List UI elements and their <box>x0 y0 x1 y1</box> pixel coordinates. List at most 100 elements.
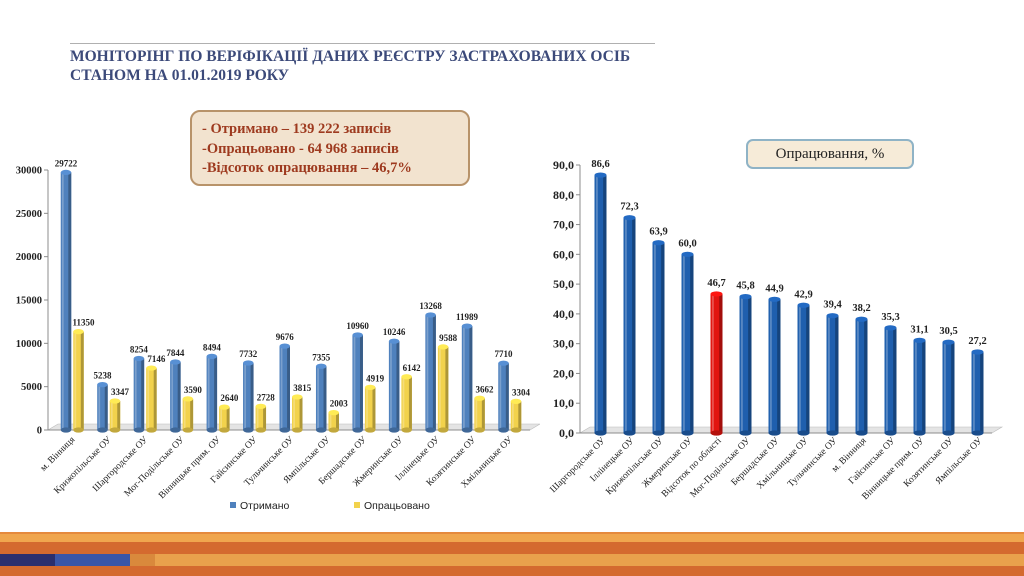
received-value-label: 10960 <box>346 321 369 331</box>
percent-bar <box>739 294 752 436</box>
received-bar <box>97 382 108 433</box>
summary-processed: -Опрацьовано - 64 968 записів <box>202 140 399 157</box>
right-category-label: Козятинське ОУ <box>902 436 956 490</box>
percent-bar <box>855 316 868 436</box>
footer-band-light <box>0 532 1024 542</box>
processed-bar <box>292 394 303 433</box>
received-bar <box>170 359 181 433</box>
right-chart-floor <box>578 426 1004 434</box>
percent-value-label: 30,5 <box>939 326 957 337</box>
percent-value-label: 63,9 <box>649 227 667 238</box>
left-ytick-label: 25000 <box>16 209 42 220</box>
left-ytick-label: 5000 <box>21 382 42 393</box>
received-bar <box>461 323 473 433</box>
footer-band-stripe <box>0 554 1024 566</box>
legend-processed-swatch <box>354 502 360 508</box>
right-ytick-label: 10,0 <box>553 396 574 410</box>
processed-value-label: 2728 <box>257 392 276 402</box>
percent-bar <box>652 240 665 436</box>
processed-value-label: 2003 <box>330 399 349 409</box>
title-rule <box>70 43 655 44</box>
processed-value-label: 3347 <box>111 387 130 397</box>
received-value-label: 13268 <box>419 301 442 311</box>
processed-value-label: 2640 <box>220 393 239 403</box>
processed-bar <box>182 396 194 433</box>
received-bar <box>206 353 218 433</box>
processed-bar <box>401 374 412 433</box>
left-ytick-label: 0 <box>37 426 42 437</box>
processed-value-label: 4919 <box>366 373 385 383</box>
percent-bar <box>681 251 694 436</box>
page-title: МОНІТОРІНГ ПО ВЕРІФІКАЦІЇ ДАНИХ РЕЄСТРУ … <box>70 47 770 85</box>
processed-value-label: 3590 <box>184 385 203 395</box>
processing-percent-bar-chart: 0,0 10,0 20,0 30,0 40,0 50,0 60,0 70,0 80,0 90,0 8… <box>549 158 1004 502</box>
right-ytick-label: 0,0 <box>559 426 574 440</box>
received-value-label: 8254 <box>130 344 149 354</box>
percent-bar <box>884 325 897 436</box>
processed-value-label: 3662 <box>476 384 495 394</box>
received-bar <box>352 332 363 433</box>
received-bar <box>425 312 436 433</box>
left-ytick-label: 30000 <box>16 166 42 177</box>
left-ytick-label: 10000 <box>16 339 42 350</box>
percent-value-label: 42,9 <box>794 289 812 300</box>
processed-bar <box>328 410 339 433</box>
processed-bar <box>146 365 157 433</box>
received-bar <box>315 363 327 433</box>
received-bar <box>243 360 254 433</box>
processed-bar <box>109 398 121 433</box>
title-line-1: МОНІТОРІНГ ПО ВЕРІФІКАЦІЇ ДАНИХ РЕЄСТРУ … <box>70 48 631 65</box>
right-category-label: Тульчинське ОУ <box>786 436 840 490</box>
legend-received-label: Отримано <box>240 500 290 512</box>
received-value-label: 10246 <box>383 327 406 337</box>
received-value-label: 7732 <box>239 349 258 359</box>
right-ytick-label: 40,0 <box>553 307 574 321</box>
processed-value-label: 3304 <box>512 387 531 397</box>
right-ytick-label: 30,0 <box>553 337 574 351</box>
right-ytick-label: 60,0 <box>553 247 574 261</box>
percent-bar <box>826 313 839 436</box>
left-category-label: м. Вінниця <box>39 435 78 474</box>
processed-bar <box>364 384 376 433</box>
percent-bar <box>913 337 926 436</box>
received-value-label: 5238 <box>93 371 112 381</box>
percent-bar <box>623 215 636 436</box>
percent-bar <box>594 172 607 436</box>
legend-processed-label: Опрацьовано <box>364 500 430 512</box>
received-value-label: 11989 <box>456 312 479 322</box>
region-average-bar <box>710 291 723 436</box>
received-processed-bar-chart: 0 5000 10000 15000 20000 25000 30000 29722 11350… <box>16 158 540 512</box>
percent-value-label: 39,4 <box>823 300 842 311</box>
received-value-label: 7710 <box>495 349 514 359</box>
processing-percent-label: Опрацювання, % <box>746 139 914 169</box>
legend-received-swatch <box>230 502 236 508</box>
processed-bar <box>219 404 230 433</box>
received-bar <box>60 169 72 433</box>
summary-percent: -Відсоток опрацювання – 46,7% <box>202 160 412 176</box>
right-ytick-label: 90,0 <box>553 158 574 172</box>
processed-bar <box>510 398 522 433</box>
right-ytick-label: 70,0 <box>553 218 574 232</box>
processed-bar <box>474 395 485 433</box>
percent-value-label: 45,8 <box>736 281 754 292</box>
processed-value-label: 6142 <box>403 363 422 373</box>
processed-value-label: 9588 <box>439 333 458 343</box>
received-value-label: 29722 <box>55 158 78 168</box>
footer-orange-block <box>130 554 155 566</box>
left-ytick-label: 15000 <box>16 296 42 307</box>
percent-bar <box>797 302 810 436</box>
right-chart-axis <box>579 165 992 434</box>
percent-bar <box>768 296 781 436</box>
percent-value-label: 60,0 <box>678 238 696 249</box>
received-value-label: 8494 <box>203 342 222 352</box>
title-line-2: СТАНОМ НА 01.01.2019 РОКУ <box>70 67 290 84</box>
right-ytick-label: 20,0 <box>553 366 574 380</box>
processed-value-label: 7146 <box>147 354 166 364</box>
percent-value-label: 27,2 <box>968 336 986 347</box>
processed-bar <box>255 403 267 433</box>
received-bar <box>388 338 400 433</box>
percent-value-label: 72,3 <box>620 202 638 213</box>
processed-bar <box>73 329 84 433</box>
percent-bar <box>942 339 955 436</box>
left-ytick-label: 20000 <box>16 252 42 263</box>
